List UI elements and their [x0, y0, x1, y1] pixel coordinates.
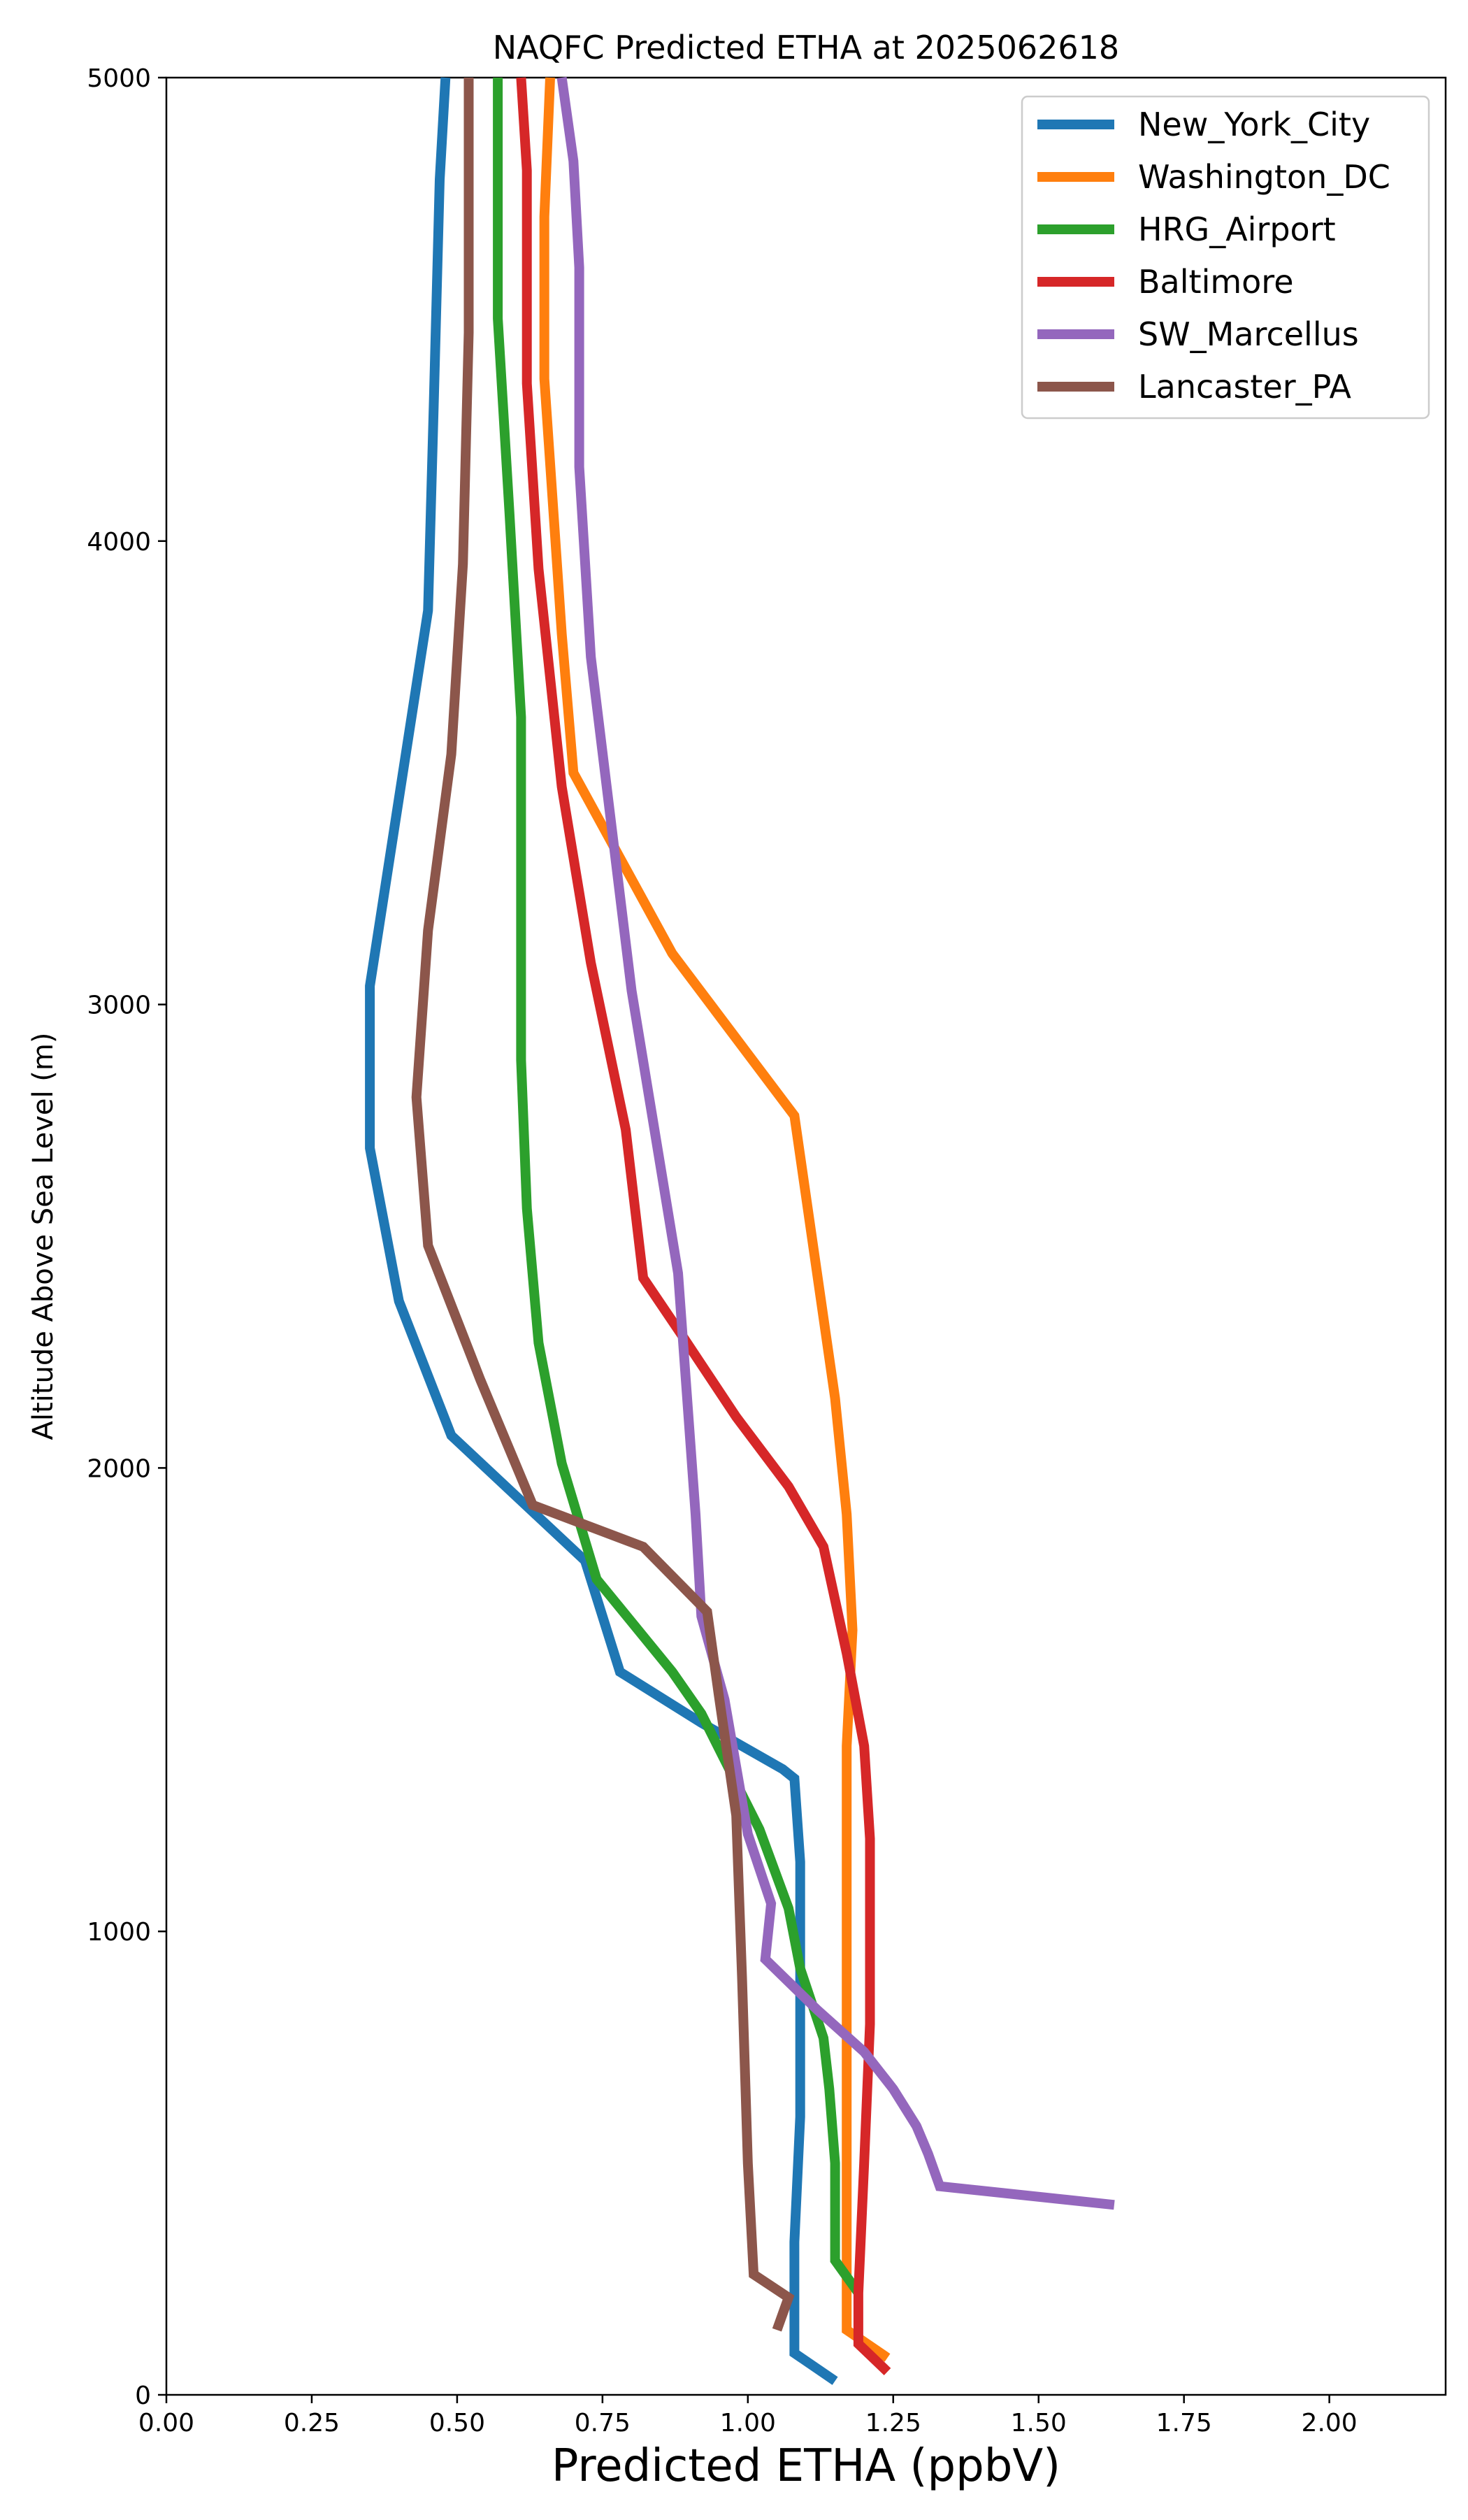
- axes-frame: [165, 76, 1447, 2396]
- series-line-hrg-airport: [493, 78, 863, 2296]
- y-axis-label: Altitude Above Sea Level (m): [27, 1033, 59, 1440]
- y-axis-ticks: 0 1000 2000 3000 4000 5000: [87, 64, 166, 2410]
- legend-label: New_York_City: [1138, 106, 1370, 143]
- legend-label: Baltimore: [1138, 263, 1294, 301]
- series-layer: [365, 77, 1115, 2385]
- legend-box: [1021, 95, 1430, 420]
- y-tick-label: 4000: [87, 528, 151, 557]
- y-tick-label: 1000: [87, 1918, 151, 1947]
- legend-label: HRG_Airport: [1138, 210, 1336, 248]
- x-axis-ticks: 0.00 0.25 0.50 0.75 1.00 1.25 1.50 1.75 2.00: [138, 2395, 1358, 2437]
- x-tick-label: 1.50: [1011, 2409, 1067, 2437]
- x-axis-label: Predicted ETHA (ppbV): [552, 2440, 1060, 2492]
- x-tick-label: 0.00: [138, 2409, 194, 2437]
- y-tick-label: 2000: [87, 1454, 151, 1483]
- x-tick-label: 0.75: [575, 2409, 631, 2437]
- legend-items: New_York_City Washington_DC HRG_Airport Bal…: [1037, 106, 1390, 406]
- x-tick-label: 0.50: [429, 2409, 485, 2437]
- legend-label: Lancaster_PA: [1138, 368, 1351, 406]
- x-tick-label: 1.00: [720, 2409, 776, 2437]
- x-tick-label: 0.25: [284, 2409, 340, 2437]
- x-tick-label: 1.25: [865, 2409, 921, 2437]
- chart-title: NAQFC Predicted ETHA at 2025062618: [493, 29, 1119, 66]
- legend-label: Washington_DC: [1138, 158, 1390, 196]
- series-line-lancaster-pa: [411, 78, 795, 2332]
- x-tick-label: 2.00: [1302, 2409, 1358, 2437]
- legend-label: SW_Marcellus: [1138, 315, 1359, 353]
- series-line-new-york-city: [365, 77, 838, 2385]
- y-tick-label: 0: [135, 2382, 151, 2410]
- y-tick-label: 3000: [87, 991, 151, 1020]
- legend: New_York_City Washington_DC HRG_Airport Bal…: [1021, 95, 1430, 420]
- series-line-washington-dc: [539, 77, 891, 2362]
- x-tick-label: 1.75: [1156, 2409, 1212, 2437]
- plot-area: [165, 76, 1447, 2396]
- series-line-baltimore: [516, 77, 891, 2375]
- series-line-sw-marcellus: [556, 77, 1115, 2210]
- y-tick-label: 5000: [87, 64, 151, 93]
